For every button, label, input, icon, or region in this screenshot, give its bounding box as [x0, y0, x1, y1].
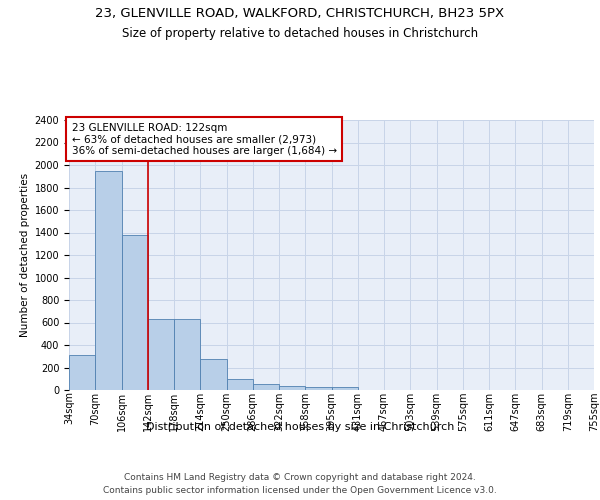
- Bar: [69, 354, 95, 390]
- Text: 23, GLENVILLE ROAD, WALKFORD, CHRISTCHURCH, BH23 5PX: 23, GLENVILLE ROAD, WALKFORD, CHRISTCHUR…: [95, 8, 505, 20]
- Bar: [253, 384, 279, 390]
- Bar: [279, 386, 305, 390]
- Bar: [148, 319, 174, 390]
- Bar: [121, 235, 148, 390]
- Y-axis label: Number of detached properties: Number of detached properties: [20, 173, 31, 337]
- Text: 23 GLENVILLE ROAD: 122sqm
← 63% of detached houses are smaller (2,973)
36% of se: 23 GLENVILLE ROAD: 122sqm ← 63% of detac…: [71, 122, 337, 156]
- Bar: [95, 170, 121, 390]
- Text: Size of property relative to detached houses in Christchurch: Size of property relative to detached ho…: [122, 28, 478, 40]
- Text: Contains public sector information licensed under the Open Government Licence v3: Contains public sector information licen…: [103, 486, 497, 495]
- Text: Contains HM Land Registry data © Crown copyright and database right 2024.: Contains HM Land Registry data © Crown c…: [124, 472, 476, 482]
- Bar: [305, 386, 331, 390]
- Bar: [227, 379, 253, 390]
- Bar: [331, 387, 358, 390]
- Text: Distribution of detached houses by size in Christchurch: Distribution of detached houses by size …: [146, 422, 454, 432]
- Bar: [174, 319, 200, 390]
- Bar: [200, 359, 227, 390]
